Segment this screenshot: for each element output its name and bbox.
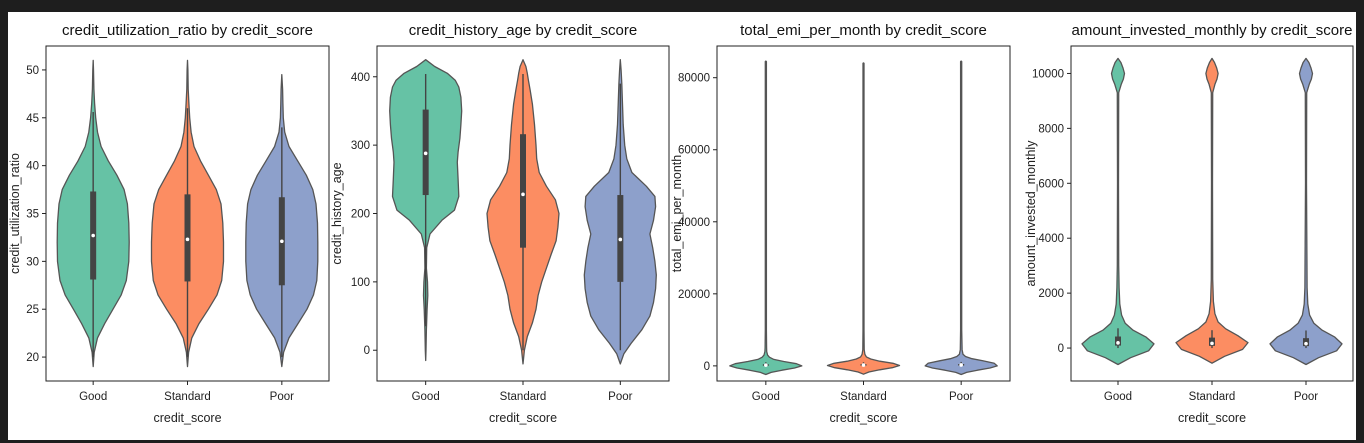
chart-title: credit_utilization_ratio by credit_score [62,22,313,39]
y-tick-label: 6000 [1038,178,1064,190]
y-axis-label: credit_utilization_ratio [8,153,22,274]
y-tick-label: 0 [364,345,370,357]
y-tick-label: 200 [351,209,370,221]
x-tick-label: Good [752,391,780,403]
y-tick-label: 30 [26,256,39,268]
x-tick-label: Standard [1189,391,1236,403]
y-tick-label: 10000 [1032,68,1064,80]
chart-panel-2: credit_history_age by credit_score 0 100 20… [330,22,670,425]
y-tick-label: 8000 [1038,123,1064,135]
y-tick-label: 80000 [678,73,710,85]
x-tick-label: Standard [840,391,887,403]
y-tick-label: 25 [26,304,39,316]
x-axis-label: credit_score [829,411,897,425]
x-axis-label: credit_score [1178,411,1246,425]
y-tick-label: 20 [26,352,39,364]
x-tick-label: Standard [500,391,547,403]
y-tick-label: 300 [351,140,370,152]
violin-poor [1269,57,1343,366]
chart-panel-1: credit_utilization_ratio by credit_score… [8,22,330,425]
y-tick-label: 100 [351,277,370,289]
x-tick-label: Good [412,391,440,403]
y-tick-label: 60000 [678,145,710,157]
violin-median-marker [959,363,963,367]
chart-panel-3: total_emi_per_month by credit_score 0 2000… [670,22,1011,425]
y-axis-label: amount_invested_monthly [1024,140,1038,287]
violin-poor [924,60,998,376]
violin-good [729,60,803,376]
y-tick-label: 0 [1058,343,1064,355]
y-tick-label: 0 [704,361,710,373]
x-tick-label: Poor [949,391,973,403]
y-axis-label: credit_history_age [330,162,344,264]
violin-median-marker [185,237,190,242]
violin-standard [826,62,901,375]
chart-title: total_emi_per_month by credit_score [740,22,987,39]
violin-standard [1175,57,1249,364]
violin-iqr-box [520,134,526,248]
violin-median-marker [764,363,768,367]
x-tick-label: Standard [164,391,211,403]
chart-panels: credit_utilization_ratio by credit_score… [8,22,1354,425]
violin-median-marker [423,151,428,156]
x-tick-label: Poor [1294,391,1318,403]
violin-median-marker [618,237,623,242]
y-tick-label: 40 [26,161,39,173]
y-tick-label: 50 [26,65,39,77]
chart-title: credit_history_age by credit_score [409,22,637,39]
y-tick-label: 400 [351,72,370,84]
y-tick-label: 20000 [678,289,710,301]
x-tick-label: Poor [608,391,632,403]
x-tick-label: Good [1104,391,1132,403]
violin-median-marker [1304,341,1308,346]
x-tick-label: Good [79,391,107,403]
x-tick-label: Poor [270,391,294,403]
violin-median-marker [1210,341,1214,346]
violin-median-marker [861,363,866,367]
violin-median-marker [1116,341,1120,345]
violin-good [1081,57,1155,366]
chart-title: amount_invested_monthly by credit_score [1072,22,1353,39]
y-axis-label: total_emi_per_month [670,155,684,272]
figure-background [8,12,1356,440]
x-axis-label: credit_score [153,411,221,425]
y-tick-label: 2000 [1038,288,1064,300]
violin-median-marker [521,192,525,197]
y-tick-label: 35 [26,209,39,221]
y-tick-label: 40000 [678,217,710,229]
violin-median-marker [280,239,284,244]
violin-median-marker [91,233,95,238]
chart-panel-4: amount_invested_monthly by credit_score 0… [1024,22,1354,425]
x-axis-label: credit_score [489,411,557,425]
y-tick-label: 4000 [1038,233,1064,245]
y-tick-label: 45 [26,113,39,125]
